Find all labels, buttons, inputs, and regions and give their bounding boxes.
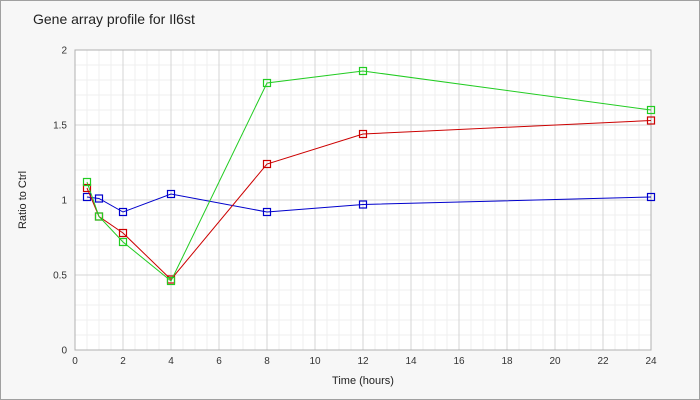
y-tick-label: 0 bbox=[61, 346, 67, 357]
series-1 bbox=[82, 189, 656, 217]
x-tick-label: 14 bbox=[405, 356, 417, 367]
series-3 bbox=[82, 66, 656, 286]
data-point-marker bbox=[118, 228, 128, 238]
y-axis: 0 0.5 1 1.5 2 bbox=[53, 46, 67, 357]
x-tick-label: 10 bbox=[309, 356, 321, 367]
x-axis-label: Time (hours) bbox=[332, 375, 394, 387]
x-tick-label: 24 bbox=[645, 356, 657, 367]
data-point-marker bbox=[94, 212, 104, 221]
data-point-marker bbox=[646, 105, 656, 115]
data-point-marker bbox=[262, 78, 272, 88]
x-tick-label: 2 bbox=[120, 356, 126, 367]
x-tick-label: 16 bbox=[453, 356, 465, 367]
y-tick-label: 2 bbox=[61, 46, 67, 57]
x-tick-label: 8 bbox=[264, 356, 270, 367]
x-tick-label: 0 bbox=[72, 356, 78, 367]
data-point-marker bbox=[358, 66, 368, 76]
data-point-marker bbox=[82, 183, 92, 193]
data-point-marker bbox=[646, 116, 656, 125]
series-layer bbox=[82, 66, 656, 286]
data-point-marker bbox=[358, 129, 368, 139]
data-point-marker bbox=[118, 237, 128, 247]
chart-title: Gene array profile for Il6st bbox=[33, 11, 195, 27]
x-tick-label: 6 bbox=[216, 356, 222, 367]
y-axis-label: Ratio to Ctrl bbox=[17, 171, 29, 229]
data-point-marker bbox=[166, 189, 176, 199]
data-point-marker bbox=[262, 207, 272, 217]
series-line bbox=[86, 193, 652, 213]
data-point-marker bbox=[262, 159, 272, 169]
x-tick-label: 22 bbox=[597, 356, 609, 367]
series-line bbox=[86, 70, 652, 282]
data-point-marker bbox=[646, 192, 656, 202]
x-tick-label: 4 bbox=[168, 356, 174, 367]
x-axis: 0 2 4 6 8 10 12 14 16 18 20 22 24 bbox=[72, 356, 657, 367]
x-tick-label: 20 bbox=[549, 356, 561, 367]
data-point-marker bbox=[94, 194, 104, 203]
data-point-marker bbox=[118, 207, 128, 217]
y-tick-label: 0.5 bbox=[53, 271, 67, 282]
data-point-marker bbox=[358, 200, 368, 209]
data-point-marker bbox=[82, 177, 92, 187]
y-tick-label: 1 bbox=[61, 196, 67, 207]
y-tick-label: 1.5 bbox=[53, 121, 67, 132]
data-point-marker bbox=[166, 276, 176, 286]
x-tick-label: 12 bbox=[357, 356, 369, 367]
x-tick-label: 18 bbox=[501, 356, 513, 367]
